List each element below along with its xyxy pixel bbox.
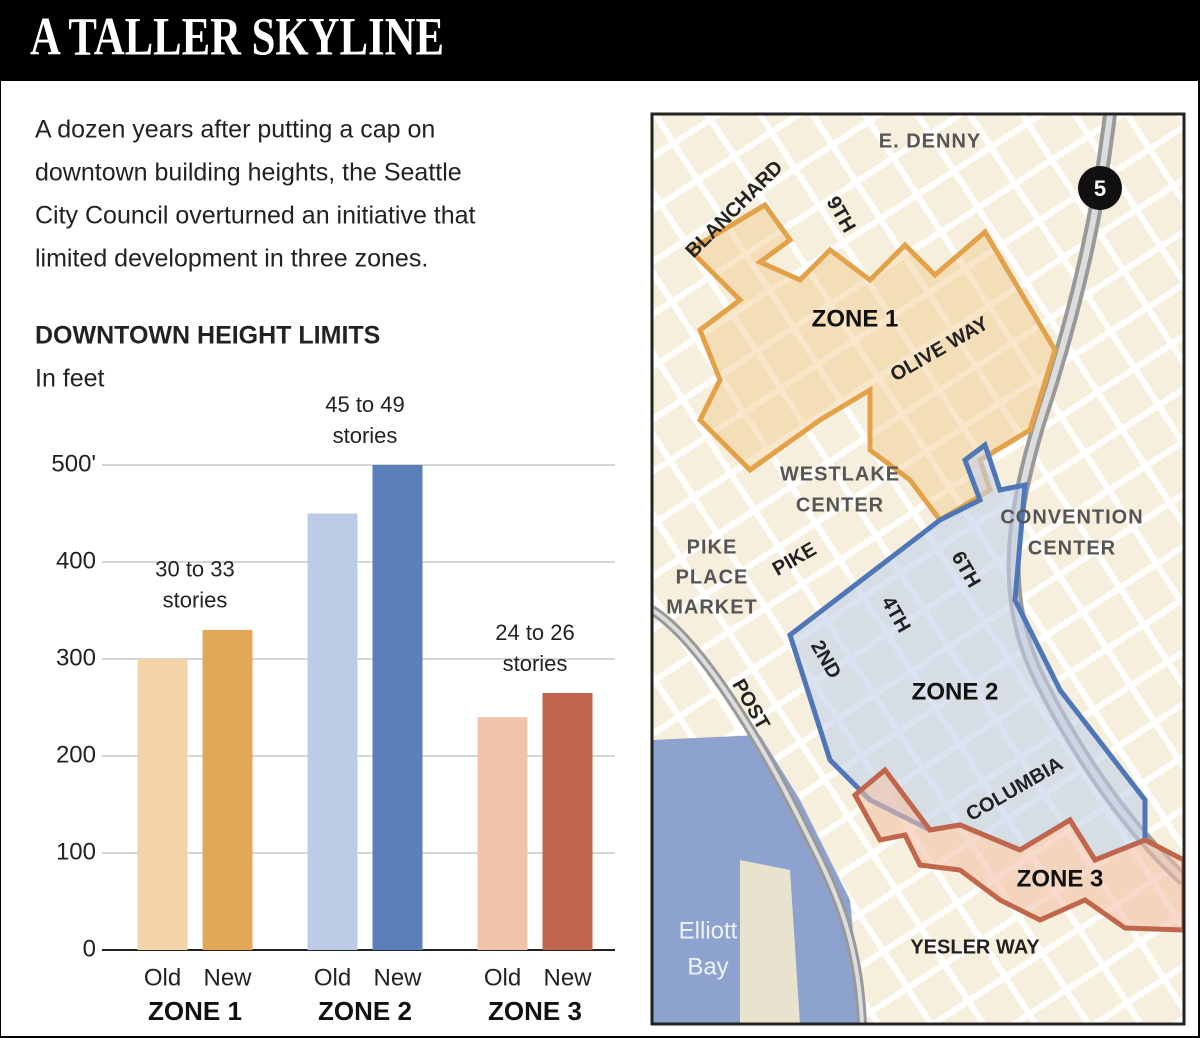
- x-tick-label: New: [543, 964, 592, 991]
- y-tick-label: 300: [56, 644, 96, 671]
- x-tick-label: Old: [144, 964, 181, 991]
- viaduct: [652, 608, 864, 1024]
- group-label: ZONE 1: [148, 996, 242, 1026]
- bar: [477, 717, 528, 950]
- water-label: Bay: [687, 953, 728, 980]
- annotation: stories: [503, 651, 568, 676]
- x-tick-label: New: [373, 964, 422, 991]
- place-label: CENTER: [796, 494, 884, 516]
- annotation: stories: [163, 588, 228, 613]
- zone-label: ZONE 2: [912, 678, 999, 705]
- place-label: CENTER: [1028, 537, 1116, 559]
- place-label: PLACE: [676, 566, 749, 588]
- annotation: stories: [333, 423, 398, 448]
- x-tick-label: New: [203, 964, 252, 991]
- map: [652, 114, 1184, 1024]
- freeway-number: 5: [1094, 176, 1106, 201]
- intro-line: limited development in three zones.: [35, 245, 428, 273]
- group-label: ZONE 2: [318, 996, 412, 1026]
- map-frame: [650, 112, 1186, 1026]
- annotation: 24 to 26: [495, 620, 575, 645]
- bar: [542, 692, 593, 950]
- chart-title: DOWNTOWN HEIGHT LIMITS: [35, 322, 380, 350]
- x-tick-label: Old: [314, 964, 351, 991]
- intro-line: City Council overturned an initiative th…: [35, 202, 476, 230]
- annotation: 45 to 49: [325, 392, 405, 417]
- y-tick-label: 0: [83, 935, 96, 962]
- x-tick-label: Old: [484, 964, 521, 991]
- bar: [137, 659, 188, 950]
- chart-subtitle: In feet: [35, 365, 105, 393]
- place-label: PIKE: [687, 536, 738, 558]
- annotation: 30 to 33: [155, 557, 235, 582]
- bar: [307, 513, 358, 950]
- bar: [372, 465, 423, 950]
- page-title: A TALLER SKYLINE: [30, 6, 444, 66]
- header-bar: [0, 0, 1200, 80]
- street-label: YESLER WAY: [910, 936, 1040, 958]
- place-label: CONVENTION: [1000, 506, 1143, 528]
- intro-line: downtown building heights, the Seattle: [35, 159, 462, 187]
- pier: [740, 860, 800, 1024]
- zone-3-outline: [851, 766, 1184, 933]
- group-label: ZONE 3: [488, 996, 582, 1026]
- frame: [0, 79, 1200, 1038]
- intro-line: A dozen years after putting a cap on: [35, 116, 435, 144]
- y-tick-label: 500': [51, 450, 96, 477]
- water-label: Elliott: [679, 917, 738, 944]
- y-tick-label: 200: [56, 741, 96, 768]
- bar: [202, 629, 253, 950]
- zone-label: ZONE 1: [812, 305, 899, 332]
- street-label: E. DENNY: [879, 130, 981, 152]
- bar-chart: 0 100 200 300 400 500' ZONE 1 Old New 30 to 33 sto…: [51, 392, 615, 1026]
- zone-label: ZONE 3: [1017, 865, 1104, 892]
- freeway-shield: [1078, 166, 1122, 210]
- place-label: WESTLAKE: [780, 463, 900, 485]
- y-tick-label: 100: [56, 838, 96, 865]
- y-tick-label: 400: [56, 547, 96, 574]
- place-label: MARKET: [666, 596, 758, 618]
